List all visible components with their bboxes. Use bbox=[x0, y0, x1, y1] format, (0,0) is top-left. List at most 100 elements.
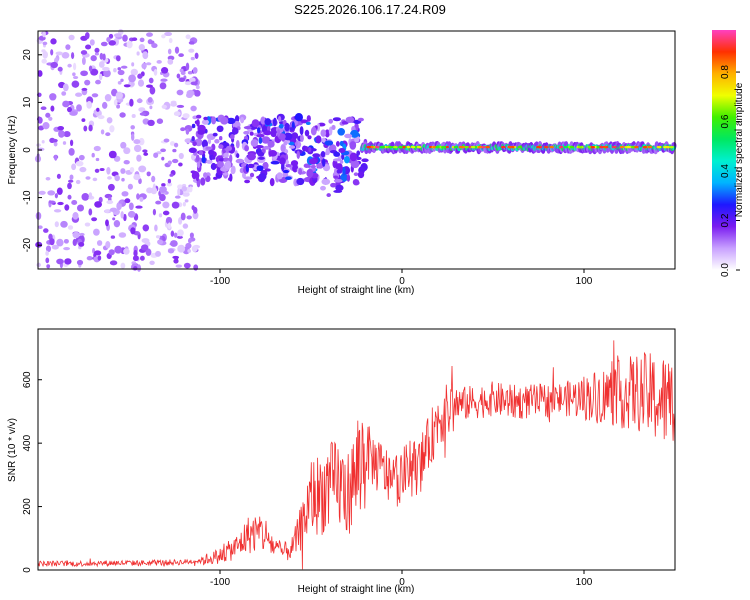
spectrogram-cell bbox=[299, 126, 304, 136]
spectrogram-cell bbox=[393, 145, 398, 149]
spectrogram-cell bbox=[131, 37, 138, 42]
spectrogram-cell bbox=[108, 33, 114, 39]
spectrogram-cell bbox=[171, 201, 180, 209]
spectrogram-cell bbox=[320, 185, 326, 191]
spectrogram-cell bbox=[192, 211, 199, 220]
spectrogram-cell bbox=[42, 41, 48, 46]
spectrogram-cell bbox=[84, 79, 91, 86]
spectrogram-cell bbox=[145, 62, 152, 66]
colorbar-tick-label: 0.2 bbox=[720, 213, 731, 227]
spectrogram-cell bbox=[177, 184, 184, 190]
spectrogram-cell bbox=[321, 137, 326, 143]
spectrogram-cell bbox=[117, 67, 122, 71]
spectrogram-cell bbox=[48, 200, 56, 204]
spectrogram-cell bbox=[133, 144, 142, 153]
spectrogram-cell bbox=[170, 102, 178, 107]
spectrogram-cell bbox=[103, 69, 111, 78]
spectrogram-cell bbox=[188, 147, 197, 154]
spectrogram-cell bbox=[310, 165, 316, 169]
spectrogram-cell bbox=[251, 119, 260, 128]
spectrogram-cell bbox=[161, 104, 167, 109]
spectrogram-cell bbox=[160, 66, 169, 74]
spectrogram-cell bbox=[100, 129, 105, 135]
spectrogram-cell bbox=[223, 152, 229, 159]
spectrogram-cell bbox=[665, 145, 670, 149]
spectrogram-cell bbox=[123, 159, 130, 165]
spectrogram-cell bbox=[250, 139, 259, 147]
spectrogram-cell bbox=[656, 145, 662, 149]
spectrogram-cell bbox=[278, 123, 284, 129]
spectrogram-cell bbox=[123, 213, 127, 222]
spectrogram-cell bbox=[153, 152, 159, 158]
spectrogram-cell bbox=[92, 177, 98, 182]
spectrogram-cell bbox=[98, 61, 105, 68]
spectrogram-cell bbox=[322, 158, 326, 167]
spectrogram-cell bbox=[88, 65, 93, 72]
spectrogram-cell bbox=[120, 262, 126, 269]
spectrogram-cell bbox=[106, 37, 111, 43]
colorbar-gradient bbox=[712, 30, 736, 270]
spectrogram-cell bbox=[196, 119, 200, 127]
spectrogram-cell bbox=[285, 163, 292, 168]
spectrogram-cell bbox=[139, 37, 145, 43]
spectrogram-cell bbox=[195, 154, 200, 162]
spectrogram-cell bbox=[262, 162, 269, 170]
spectrogram-cell bbox=[94, 168, 100, 173]
spectrogram-x-tick-label: 0 bbox=[399, 276, 405, 287]
spectrogram-cell bbox=[40, 106, 47, 111]
spectrogram-cell bbox=[296, 150, 301, 159]
spectrogram-cell bbox=[128, 74, 136, 83]
spectrogram-cell bbox=[159, 186, 167, 193]
spectrogram-cell bbox=[161, 183, 166, 187]
spectrogram-cell bbox=[218, 136, 223, 141]
spectrogram-cell bbox=[177, 244, 186, 253]
spectrogram-cell bbox=[154, 224, 158, 232]
spectrogram-cell bbox=[182, 223, 189, 229]
spectrogram-cell bbox=[102, 53, 106, 61]
spectrogram-cell bbox=[183, 262, 191, 269]
spectrogram-cell bbox=[268, 149, 278, 157]
spectrogram-cell bbox=[255, 145, 264, 149]
spectrogram-cell bbox=[106, 200, 114, 205]
spectrogram-cell bbox=[56, 187, 63, 195]
spectrogram-cell bbox=[85, 32, 90, 40]
spectrogram-cell bbox=[112, 217, 116, 221]
spectrogram-cell bbox=[172, 148, 177, 153]
spectrogram-cell bbox=[350, 160, 360, 169]
spectrogram-cell bbox=[88, 124, 93, 132]
spectrogram-cell bbox=[219, 158, 224, 162]
spectrogram-cell bbox=[113, 68, 117, 73]
spectrogram-cell bbox=[211, 116, 217, 125]
spectrogram-cell bbox=[135, 205, 143, 209]
spectrogram-cell bbox=[133, 249, 138, 257]
spectrogram-cell bbox=[281, 162, 285, 172]
spectrogram-cell bbox=[194, 138, 203, 147]
spectrogram-cell bbox=[176, 73, 181, 79]
spectrogram-cell bbox=[129, 167, 135, 173]
spectrogram-cell bbox=[441, 145, 446, 149]
spectrogram-cell bbox=[141, 63, 147, 69]
spectrogram-cell bbox=[58, 130, 65, 138]
spectrogram-cell bbox=[110, 235, 116, 239]
spectrogram-cell bbox=[231, 127, 239, 135]
spectrogram-cell bbox=[120, 141, 127, 149]
spectrogram-cell bbox=[85, 176, 91, 180]
spectrogram-cell bbox=[147, 119, 155, 127]
spectrogram-cell bbox=[306, 164, 311, 168]
spectrogram-cell bbox=[56, 258, 64, 265]
spectrogram-cell bbox=[136, 98, 143, 104]
spectrogram-cell bbox=[234, 115, 240, 123]
spectrogram-cell bbox=[308, 158, 318, 165]
spectrogram-cell bbox=[187, 70, 193, 75]
spectrogram-cell bbox=[69, 174, 74, 180]
spectrogram-cell bbox=[224, 147, 230, 151]
spectrogram-cell bbox=[453, 145, 459, 149]
spectrogram-cell bbox=[72, 62, 77, 71]
spectrogram-cell bbox=[185, 34, 191, 40]
spectrogram-cell bbox=[270, 129, 277, 138]
spectrogram-cell bbox=[569, 145, 575, 149]
spectrogram-cell bbox=[91, 217, 98, 222]
spectrogram-cell bbox=[97, 115, 105, 120]
